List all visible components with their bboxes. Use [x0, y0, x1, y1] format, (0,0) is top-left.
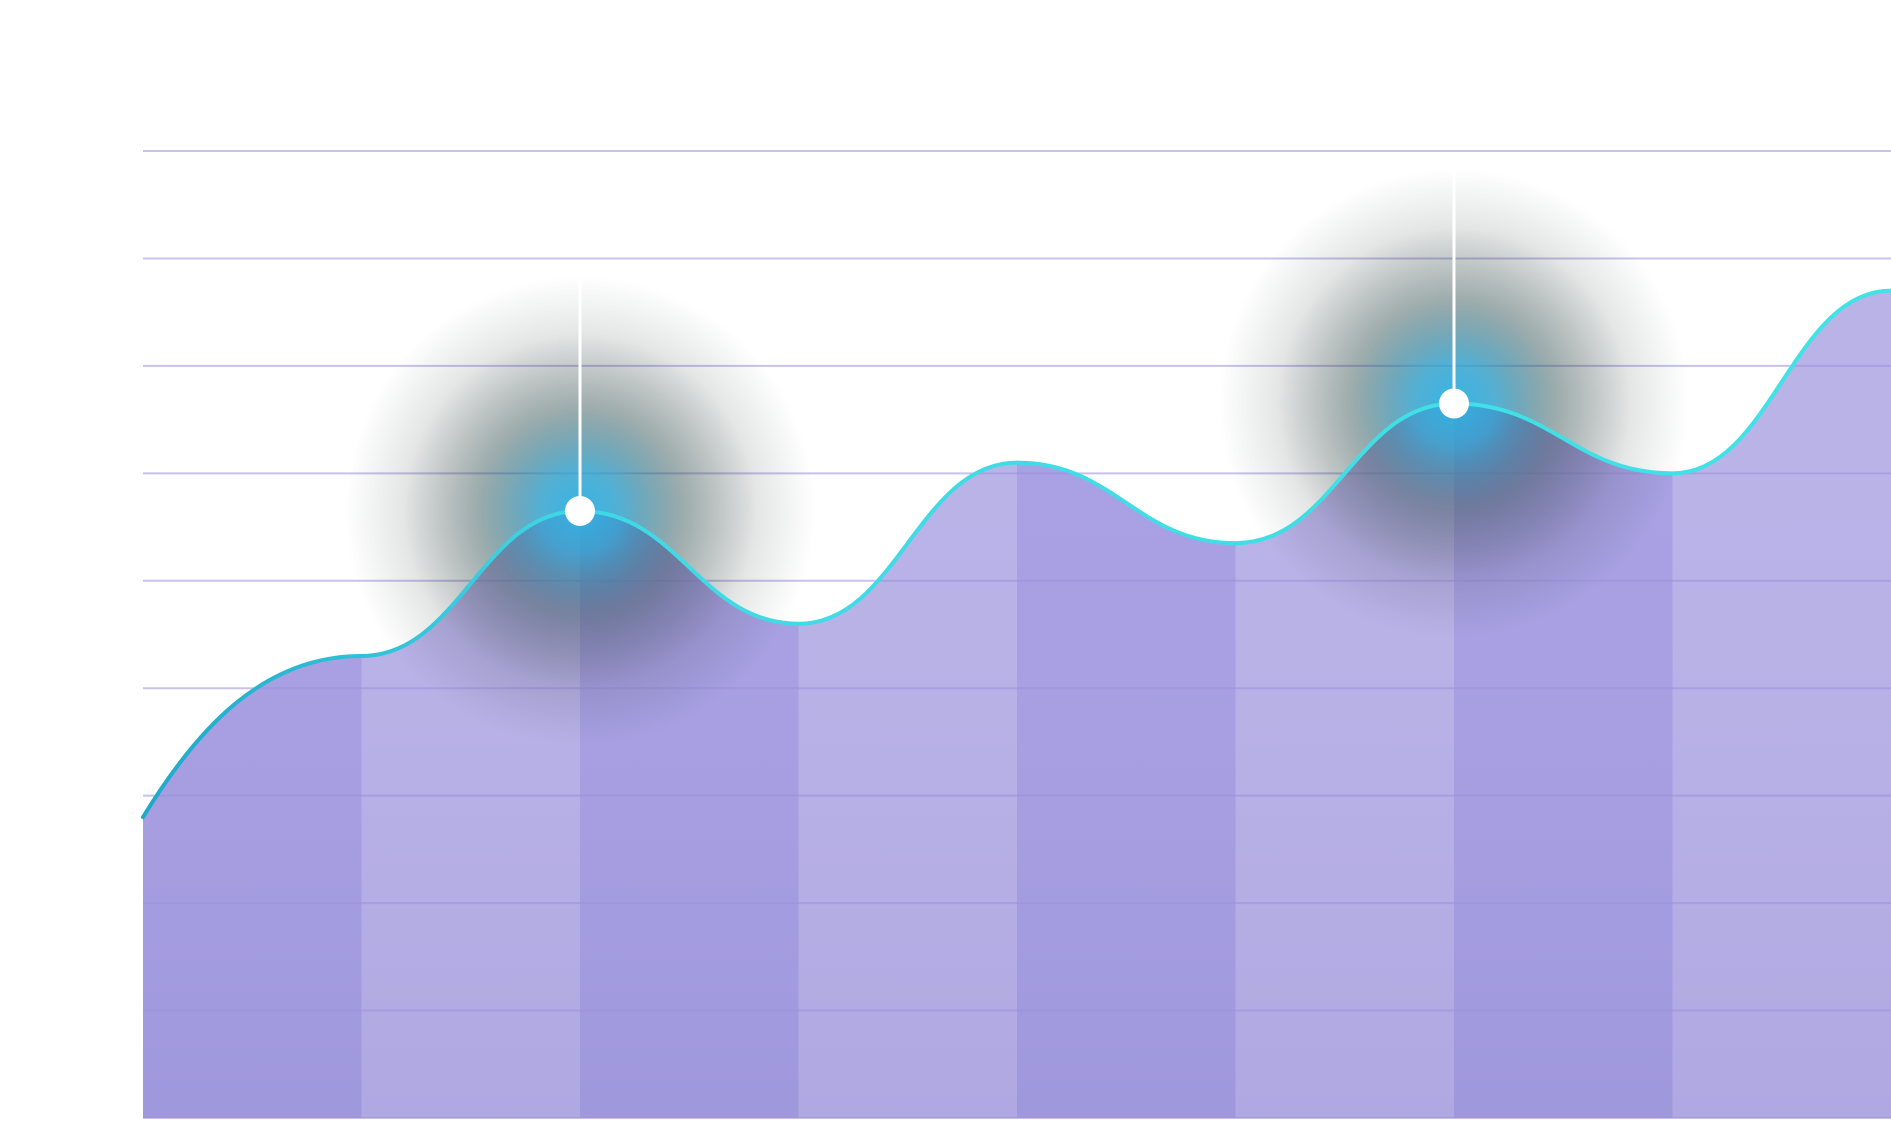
series-line [141, 288, 1891, 820]
series-line-layer [141, 288, 1891, 820]
highlight-point [1439, 388, 1469, 419]
highlight-point [565, 495, 595, 526]
highlight-markers [565, 163, 1469, 526]
